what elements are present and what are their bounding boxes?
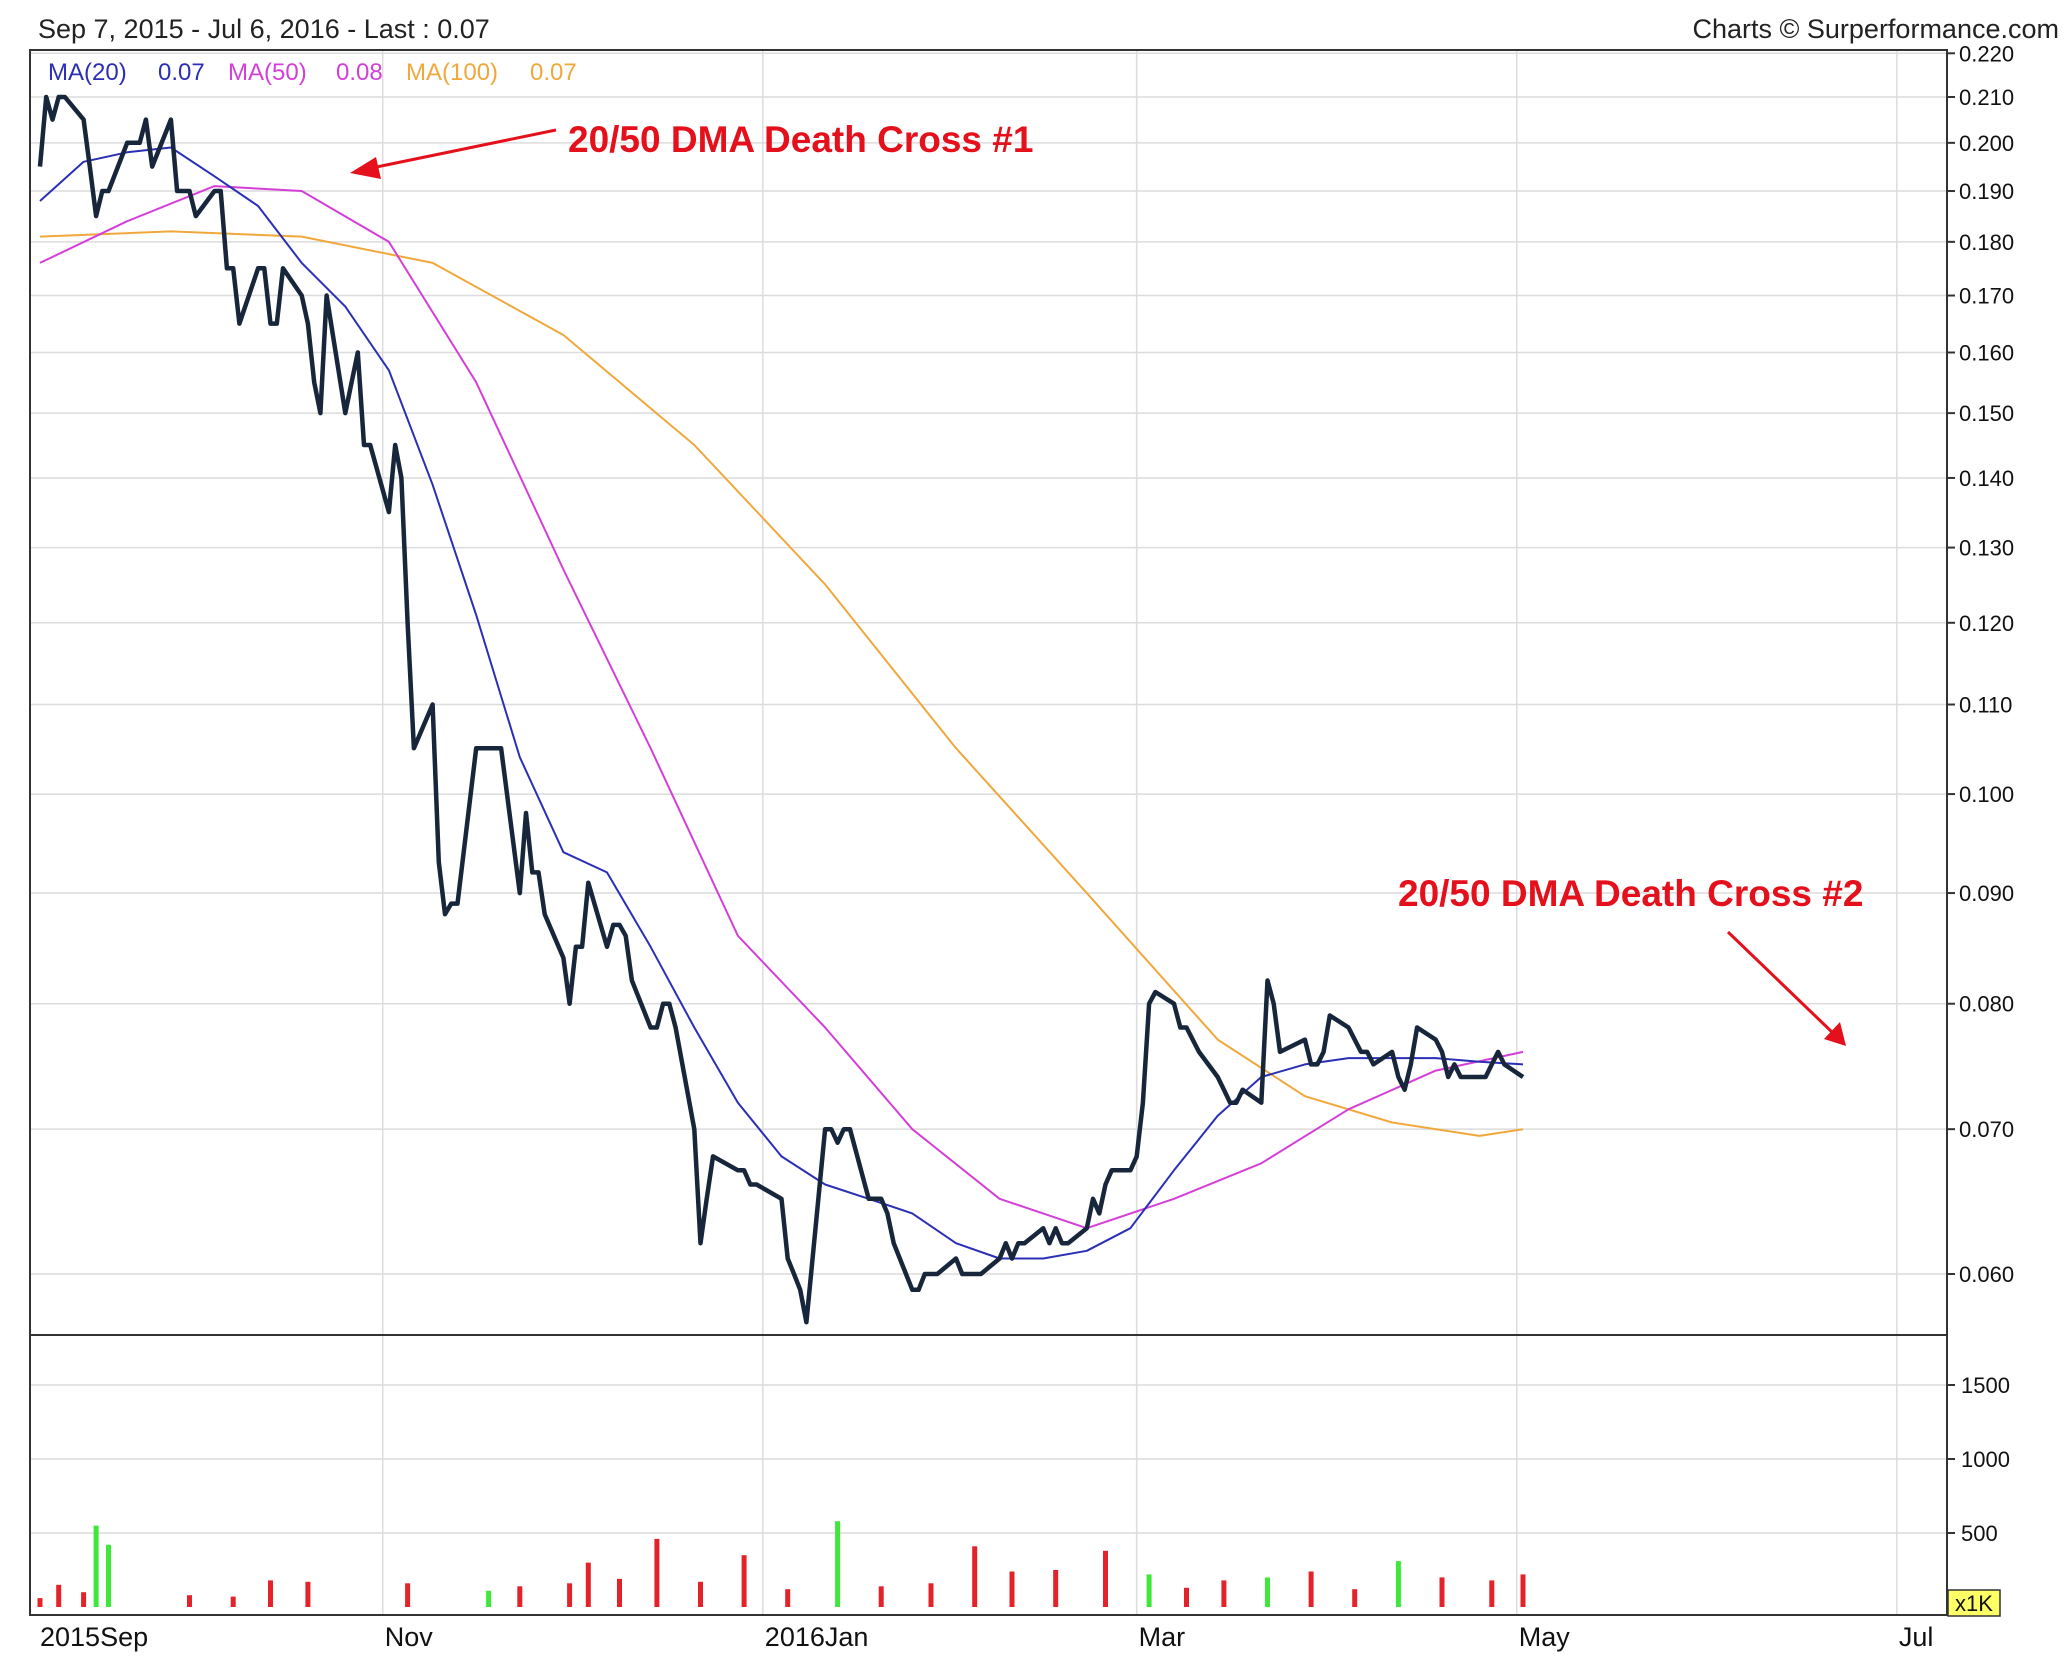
grid-lines xyxy=(30,50,1947,1615)
volume-unit-box xyxy=(1947,1589,2001,1617)
annotation-1-text: 20/50 DMA Death Cross #1 xyxy=(568,119,1033,160)
volume-bar xyxy=(1265,1577,1270,1607)
y-tick-label: 0.120 xyxy=(1959,611,2014,636)
x-tick-label: May xyxy=(1519,1622,1571,1652)
y-tick-label: 0.110 xyxy=(1959,693,2012,718)
volume-bar xyxy=(878,1586,884,1607)
volume-bar xyxy=(567,1583,573,1607)
volume-bars xyxy=(37,1521,1526,1607)
annotation-2-arrow-line xyxy=(1726,930,1836,1036)
y-tick-label: 0.080 xyxy=(1959,992,2014,1017)
volume-bar xyxy=(928,1583,934,1607)
y-tick-label: 0.200 xyxy=(1959,131,2014,156)
volume-bar xyxy=(741,1555,747,1607)
y-tick-label: 0.060 xyxy=(1959,1262,2014,1287)
ma100-line xyxy=(39,230,1524,1137)
chart-credit: Charts © Surperformance.com xyxy=(1692,14,2059,44)
price-line xyxy=(37,94,1525,1325)
volume-bar xyxy=(187,1595,192,1607)
volume-bar xyxy=(1053,1570,1059,1607)
y-tick-label: 0.090 xyxy=(1959,881,2014,906)
legend-ma100-label: MA(100) xyxy=(406,59,498,86)
volume-bar xyxy=(1439,1577,1445,1607)
y-tick-label: 0.130 xyxy=(1959,536,2014,561)
volume-tick-label: 1000 xyxy=(1961,1447,2010,1472)
y-tick-label: 0.140 xyxy=(1959,466,2014,491)
volume-bar xyxy=(785,1589,791,1607)
x-tick-label: Mar xyxy=(1139,1622,1186,1652)
volume-bar xyxy=(517,1586,523,1607)
volume-unit-label: x1K xyxy=(1955,1591,1993,1616)
x-tick-label: Nov xyxy=(385,1622,434,1652)
volume-bar xyxy=(617,1578,622,1607)
x-tick-label: 2016Jan xyxy=(765,1622,869,1652)
x-tick-label: Jul xyxy=(1899,1622,1934,1652)
volume-bar xyxy=(585,1562,591,1607)
legend-ma20-label: MA(20) xyxy=(48,59,127,86)
chart-title: Sep 7, 2015 - Jul 6, 2016 - Last : 0.07 xyxy=(38,14,490,44)
y-tick-label: 0.220 xyxy=(1959,41,2014,66)
volume-bar xyxy=(1520,1574,1526,1607)
volume-bar xyxy=(1146,1574,1152,1607)
legend: MA(20) 0.07 MA(50) 0.08 MA(100) 0.07 xyxy=(48,59,577,86)
volume-bar xyxy=(972,1546,978,1607)
volume-bar xyxy=(1395,1561,1401,1607)
price-lines xyxy=(37,94,1525,1325)
legend-ma100-value: 0.07 xyxy=(530,59,577,86)
volume-bar xyxy=(1009,1571,1015,1607)
y-tick-label: 0.210 xyxy=(1959,85,2014,110)
volume-tick-label: 1500 xyxy=(1961,1373,2010,1398)
ma50-line xyxy=(39,185,1524,1230)
y-tick-label: 0.100 xyxy=(1959,782,2014,807)
volume-bar xyxy=(81,1592,87,1607)
volume-bar xyxy=(1308,1571,1314,1607)
volume-bar xyxy=(405,1583,411,1607)
volume-tick-label: 500 xyxy=(1961,1521,1998,1546)
annotation-2-text: 20/50 DMA Death Cross #2 xyxy=(1398,873,1863,914)
x-tick-label: 2015Sep xyxy=(40,1622,148,1652)
legend-ma20-value: 0.07 xyxy=(158,59,205,86)
volume-bar xyxy=(230,1596,236,1607)
annotation-death-cross-1: 20/50 DMA Death Cross #1 xyxy=(350,119,1033,179)
annotation-death-cross-2: 20/50 DMA Death Cross #2 xyxy=(1398,873,1863,1046)
annotation-1-arrow-line xyxy=(361,128,557,172)
legend-ma50-label: MA(50) xyxy=(228,59,307,86)
volume-bar xyxy=(1103,1550,1108,1607)
volume-bar xyxy=(1184,1587,1189,1607)
volume-bar xyxy=(37,1598,43,1607)
volume-panel-frame xyxy=(29,1334,1948,1616)
volume-bar xyxy=(1221,1580,1227,1607)
y-tick-label: 0.160 xyxy=(1959,340,2014,365)
volume-bar xyxy=(835,1521,841,1607)
axes: 0.060 0.070 0.080 0.090 0.100 0.110 0.120 0.130… xyxy=(40,41,2014,1652)
y-tick-label: 0.150 xyxy=(1959,401,2014,426)
y-tick-label: 0.070 xyxy=(1959,1117,2014,1142)
volume-bar xyxy=(305,1581,311,1607)
volume-bar xyxy=(268,1580,273,1607)
price-panel-frame xyxy=(29,49,1948,1336)
volume-bar xyxy=(698,1581,703,1607)
volume-bar xyxy=(106,1544,111,1607)
volume-bar xyxy=(1352,1589,1358,1607)
volume-bar xyxy=(93,1525,99,1607)
volume-bar xyxy=(654,1538,660,1607)
legend-ma50-value: 0.08 xyxy=(336,59,383,86)
ma20-line xyxy=(39,146,1524,1260)
volume-bar xyxy=(486,1590,492,1607)
y-tick-label: 0.190 xyxy=(1959,179,2014,204)
y-tick-label: 0.170 xyxy=(1959,284,2014,309)
annotation-1-arrowhead xyxy=(350,157,381,179)
y-tick-label: 0.180 xyxy=(1959,230,2014,255)
annotation-2-arrowhead xyxy=(1824,1022,1846,1046)
volume-bar xyxy=(56,1584,62,1607)
volume-bar xyxy=(1489,1580,1495,1607)
